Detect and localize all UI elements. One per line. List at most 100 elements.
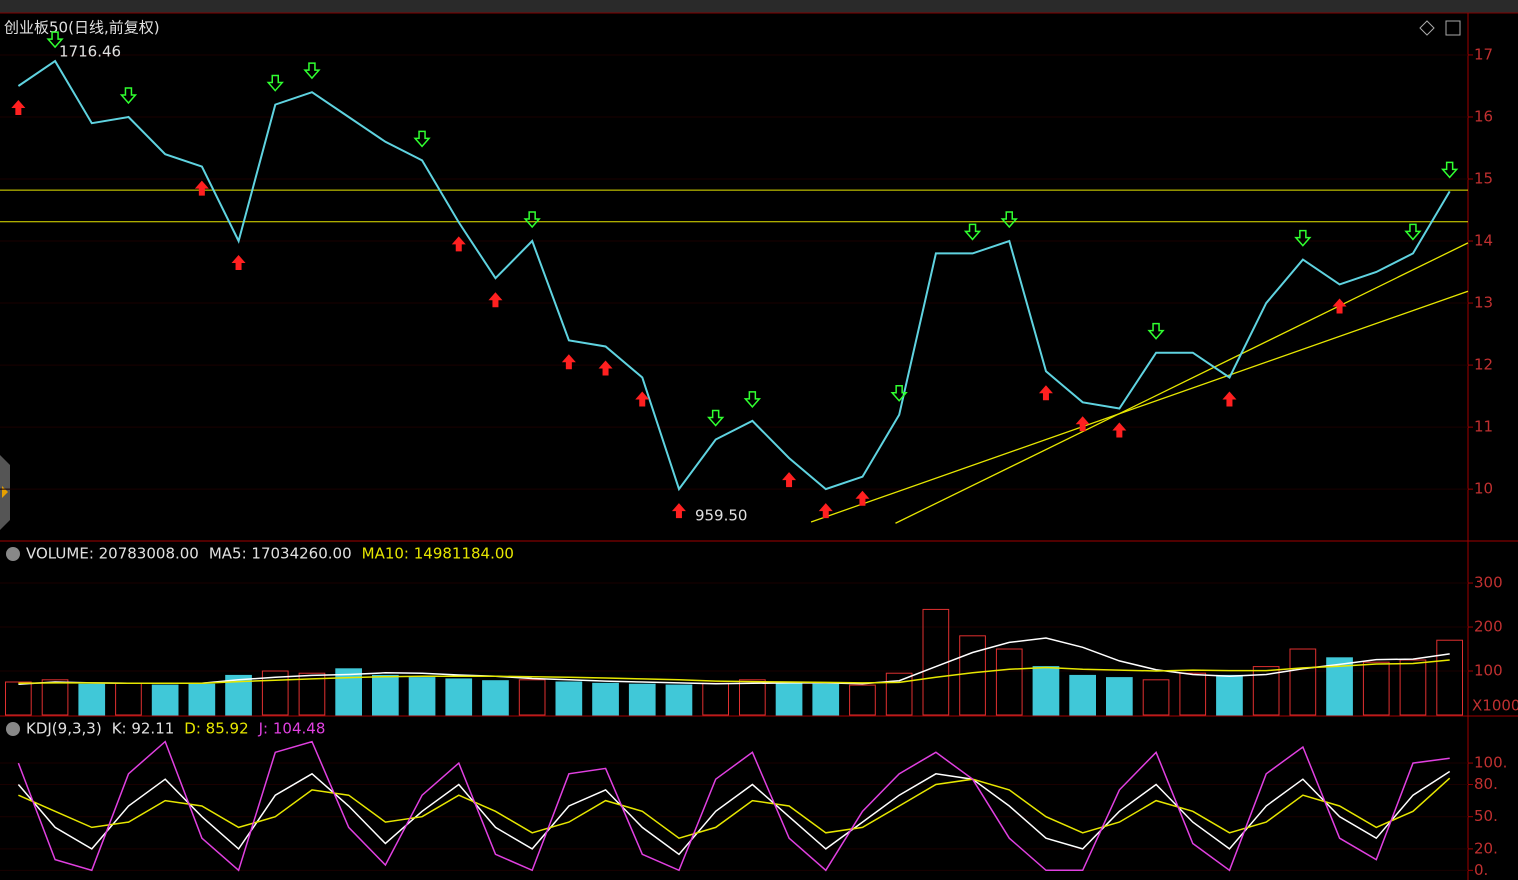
y-tick-label: 15 <box>1474 169 1493 187</box>
sell-arrow <box>266 74 284 92</box>
panel-header: J: 104.48 <box>258 720 326 738</box>
volume-bar <box>628 683 656 716</box>
sell-arrow <box>119 87 138 105</box>
panel-header: K: 92.11 <box>112 720 175 738</box>
volume-bar <box>1436 639 1463 716</box>
buy-arrow <box>671 503 686 519</box>
buy-arrow <box>598 360 613 376</box>
volume-bar <box>812 683 840 716</box>
volume-bar <box>78 683 106 716</box>
volume-bar <box>1252 666 1280 716</box>
sell-arrow <box>743 391 762 409</box>
volume-bar <box>1106 677 1133 716</box>
y-tick-label: 10 <box>1474 480 1493 498</box>
y-tick-label: 50. <box>1474 807 1498 825</box>
window-icon[interactable] <box>1445 20 1461 36</box>
buy-arrow <box>231 255 246 271</box>
volume-bar <box>1069 674 1096 716</box>
buy-arrow <box>855 490 870 506</box>
volume-bar <box>482 680 509 716</box>
buy-arrow <box>561 354 576 370</box>
price-line <box>17 59 1451 492</box>
trend-line <box>810 290 1469 523</box>
volume-bar <box>335 668 362 716</box>
volume-bar <box>995 648 1023 716</box>
toggle-icon[interactable] <box>1419 20 1435 36</box>
buy-arrow <box>1222 391 1237 407</box>
ma-line <box>18 659 1450 685</box>
buy-arrow <box>1112 422 1127 438</box>
sell-arrow <box>1440 161 1459 179</box>
y-tick-label: 100 <box>1474 662 1503 680</box>
buy-arrow <box>1075 416 1090 432</box>
panel-header: VOLUME: 20783008.00 <box>26 545 199 563</box>
volume-bar <box>261 670 289 716</box>
buy-arrow <box>194 180 209 196</box>
y-tick-label: 200 <box>1474 618 1503 636</box>
y-tick-label: 13 <box>1474 294 1493 312</box>
volume-bar <box>151 684 179 716</box>
volume-bar <box>1216 674 1243 716</box>
panel-header: MA5: 17034260.00 <box>209 545 352 563</box>
volume-bar <box>775 681 803 716</box>
y-tick-label: 300 <box>1474 574 1503 592</box>
panel-toggle[interactable] <box>6 547 20 561</box>
sell-arrow <box>890 384 908 402</box>
volume-bar <box>849 684 876 716</box>
y-tick-label: 100. <box>1474 754 1507 772</box>
volume-bar <box>1179 672 1207 716</box>
sell-arrow <box>1000 211 1018 229</box>
y-tick-label: 11 <box>1474 418 1493 436</box>
y-tick-label: 0. <box>1474 861 1488 879</box>
sell-arrow <box>46 31 64 49</box>
volume-bar <box>298 672 326 716</box>
volume-bar <box>1289 648 1317 716</box>
volume-bar <box>41 679 69 716</box>
volume-bar <box>5 681 32 716</box>
menu-bar[interactable] <box>0 0 1518 13</box>
volume-bar <box>885 672 913 716</box>
volume-bar <box>1362 661 1390 716</box>
volume-bar <box>739 679 766 716</box>
volume-bar <box>665 684 693 716</box>
chart-title: 创业板50(日线,前复权) <box>4 19 160 37</box>
panel-toggle[interactable] <box>6 722 20 736</box>
volume-bar <box>408 677 436 716</box>
y-tick-label: 12 <box>1474 356 1493 374</box>
sell-arrow <box>303 62 321 80</box>
volume-bar <box>1399 659 1427 716</box>
indicator-line <box>18 777 1451 840</box>
low-label: 959.50 <box>695 507 748 525</box>
buy-arrow <box>1332 298 1347 314</box>
y-tick-label: 20. <box>1474 839 1498 857</box>
volume-bar <box>592 682 619 716</box>
y-tick-label: 17 <box>1474 45 1493 63</box>
volume-bar <box>959 635 986 716</box>
y-tick-label: 16 <box>1474 107 1493 125</box>
trend-line <box>895 242 1469 524</box>
panel-header: KDJ(9,3,3) <box>26 720 102 738</box>
sell-arrow <box>1404 223 1422 241</box>
sell-arrow <box>413 130 431 148</box>
buy-arrow <box>782 472 797 488</box>
volume-bar <box>518 679 546 716</box>
volume-bar <box>445 678 473 716</box>
unit-label: X1000 <box>1472 697 1518 715</box>
sell-arrow <box>1147 322 1165 340</box>
buy-arrow <box>635 391 650 407</box>
sell-arrow <box>706 409 725 427</box>
sell-arrow <box>1294 229 1312 247</box>
y-tick-label: 80. <box>1474 775 1498 793</box>
volume-bar <box>1142 679 1170 716</box>
buy-arrow <box>11 99 26 115</box>
volume-bar <box>1032 666 1060 716</box>
sell-arrow <box>523 211 541 229</box>
buy-arrow <box>818 503 833 519</box>
volume-bar <box>188 683 216 716</box>
panel-header: D: 85.92 <box>184 720 248 738</box>
high-label: 1716.46 <box>59 43 121 61</box>
buy-arrow <box>488 292 503 308</box>
buy-arrow <box>451 236 466 252</box>
panel-header: MA10: 14981184.00 <box>362 545 514 563</box>
